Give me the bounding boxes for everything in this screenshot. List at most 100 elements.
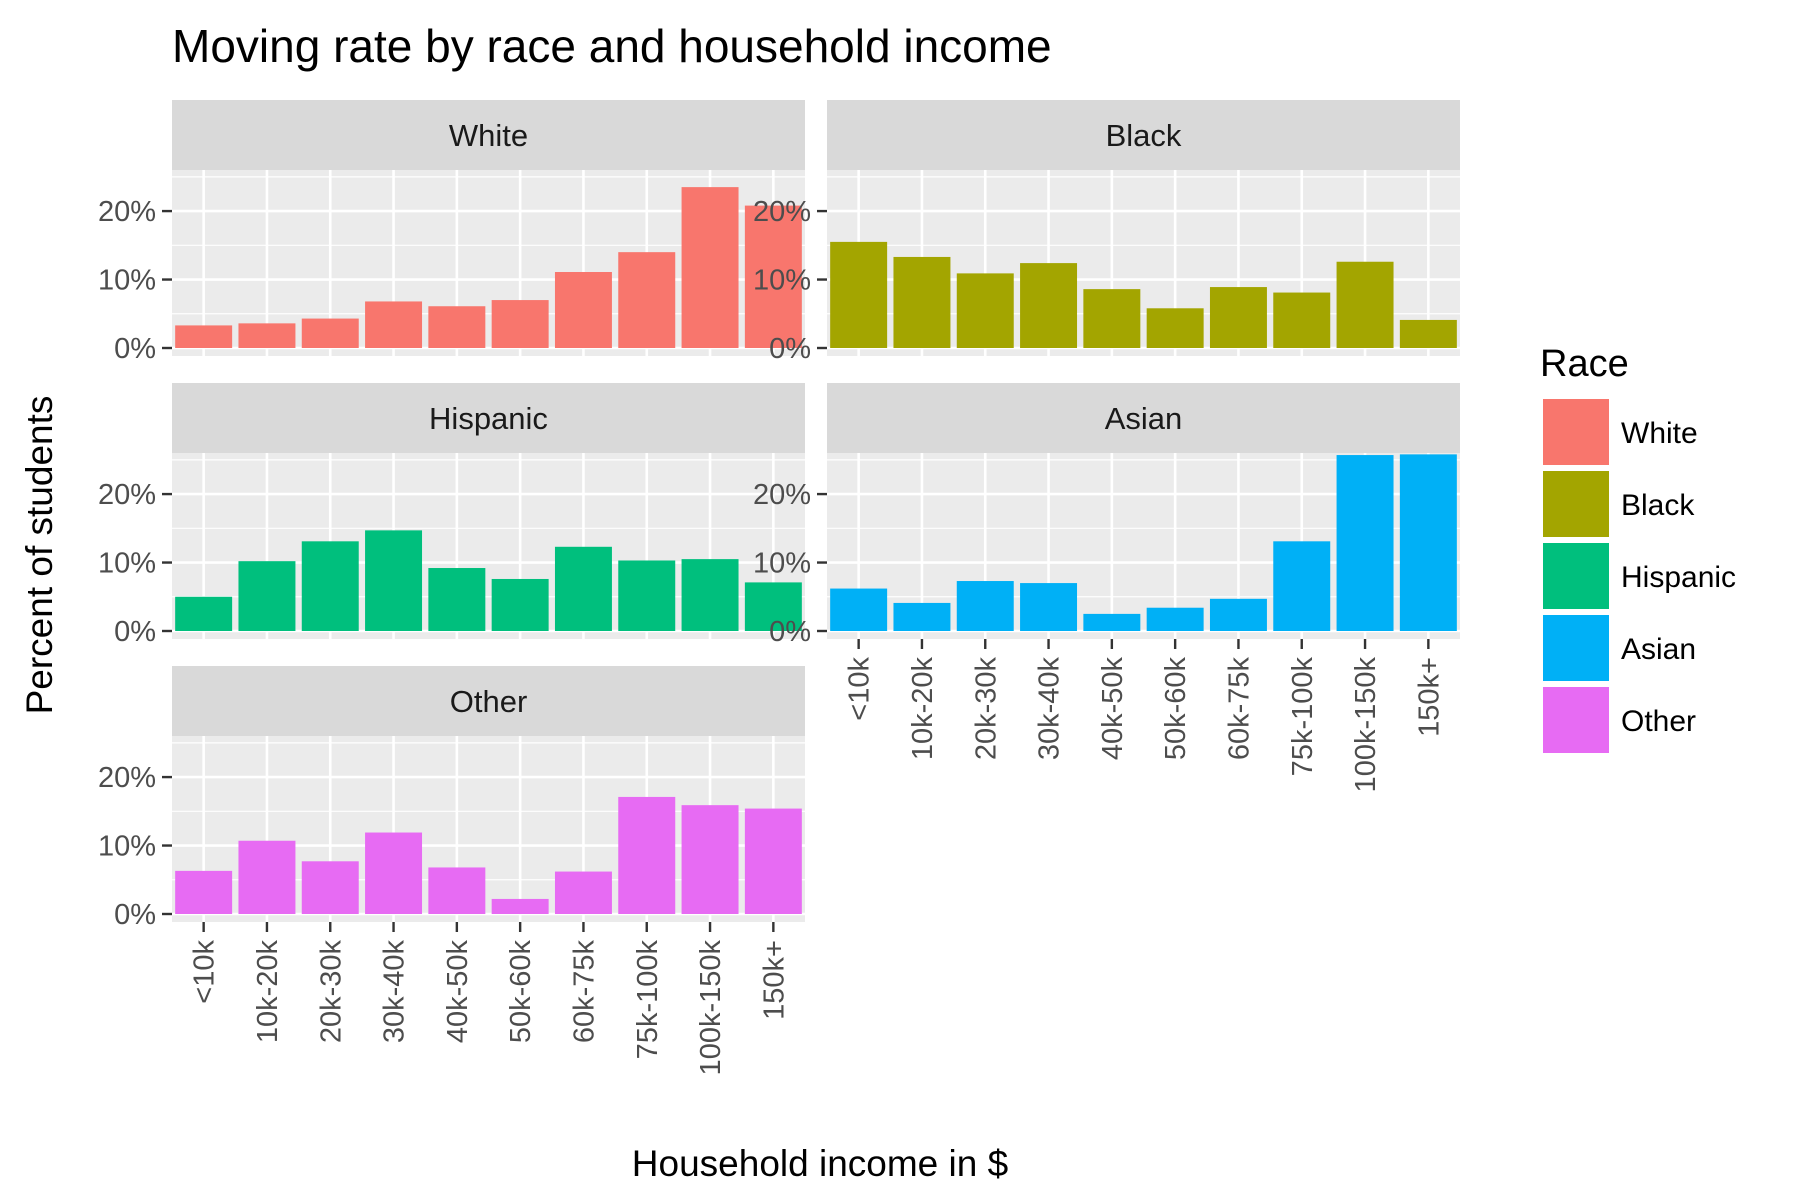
x-tick-label: 150k+ — [1413, 657, 1445, 737]
legend-key-other — [1543, 687, 1609, 753]
facet-strip-hispanic — [172, 383, 805, 453]
bar-other-30k-40k — [365, 832, 423, 914]
bar-other-40k-50k — [428, 867, 486, 914]
bar-other-10k — [175, 870, 233, 914]
bar-other-75k-100k — [618, 796, 676, 914]
legend-title: Race — [1540, 343, 1629, 385]
bar-hispanic-75k-100k — [618, 560, 676, 631]
x-axis-title: Household income in $ — [632, 1143, 1008, 1184]
bar-white-30k-40k — [365, 301, 423, 348]
facet-panels: White 0% 10% 20% Black 0% 10% 20% Hispanic 0% 10% 2… — [98, 100, 1460, 1075]
legend-label-white: White — [1621, 417, 1698, 450]
x-tick-label: 75k-100k — [632, 940, 664, 1060]
x-tick-label: 20k-30k — [315, 940, 347, 1044]
y-tick-label: 0% — [114, 333, 156, 365]
y-tick-label: 20% — [98, 479, 156, 511]
bar-hispanic-60k-75k — [554, 546, 612, 631]
bar-other-10k-20k — [238, 840, 296, 914]
x-tick-label: 30k-40k — [379, 940, 411, 1044]
panel-white: White 0% 10% 20% — [98, 100, 805, 365]
bar-white-40k-50k — [428, 306, 486, 348]
y-tick-label: 10% — [98, 548, 156, 580]
bar-other-150k — [744, 808, 802, 914]
bar-white-50k-60k — [491, 300, 549, 348]
bar-black-150k — [1399, 319, 1457, 348]
y-tick-label: 0% — [769, 616, 811, 648]
bar-other-50k-60k — [491, 898, 549, 914]
bar-white-60k-75k — [554, 272, 612, 348]
x-tick-label: 30k-40k — [1034, 657, 1066, 761]
facet-strip-asian — [827, 383, 1460, 453]
x-tick-label: 50k-60k — [505, 940, 537, 1044]
legend-label-hispanic: Hispanic — [1621, 561, 1736, 594]
bar-asian-100k-150k — [1336, 455, 1394, 631]
facet-strip-black — [827, 100, 1460, 170]
y-tick-label: 10% — [98, 265, 156, 297]
facet-strip-white — [172, 100, 805, 170]
bar-asian-10k-20k — [893, 602, 951, 631]
bar-asian-20k-30k — [956, 581, 1014, 631]
y-tick-label: 20% — [753, 196, 811, 228]
bar-white-20k-30k — [301, 318, 359, 348]
y-axis-title: Percent of students — [19, 396, 60, 715]
y-tick-label: 20% — [753, 479, 811, 511]
bar-white-100k-150k — [681, 187, 739, 348]
facet-label-white: White — [449, 118, 528, 153]
bar-other-20k-30k — [301, 861, 359, 914]
bar-black-60k-75k — [1209, 287, 1267, 348]
bar-black-100k-150k — [1336, 261, 1394, 348]
bar-hispanic-30k-40k — [365, 530, 423, 631]
y-tick-label: 20% — [98, 762, 156, 794]
bar-white-150k — [744, 205, 802, 348]
legend-label-asian: Asian — [1621, 633, 1696, 666]
bar-asian-150k — [1399, 454, 1457, 631]
bar-black-20k-30k — [956, 273, 1014, 348]
x-tick-label: 40k-50k — [442, 940, 474, 1044]
panel-black: Black 0% 10% 20% — [753, 100, 1460, 365]
legend-key-white — [1543, 399, 1609, 465]
bar-white-75k-100k — [618, 252, 676, 348]
legend-key-hispanic — [1543, 543, 1609, 609]
facet-label-hispanic: Hispanic — [429, 401, 548, 436]
x-tick-label: 100k-150k — [1350, 657, 1382, 793]
bar-hispanic-10k — [175, 596, 233, 631]
legend: Race White Black Hispanic Asian Other — [1540, 343, 1736, 753]
bar-black-10k — [830, 241, 888, 348]
x-tick-label: 150k+ — [758, 940, 790, 1020]
bar-hispanic-20k-30k — [301, 541, 359, 631]
facet-label-other: Other — [450, 684, 528, 719]
y-tick-label: 0% — [114, 899, 156, 931]
x-tick-label: 60k-75k — [568, 940, 600, 1044]
bar-hispanic-50k-60k — [491, 578, 549, 631]
bar-asian-40k-50k — [1083, 613, 1141, 631]
x-tick-label: 60k-75k — [1223, 657, 1255, 761]
legend-key-asian — [1543, 615, 1609, 681]
x-tick-label: 50k-60k — [1160, 657, 1192, 761]
bar-black-30k-40k — [1020, 263, 1078, 348]
y-tick-label: 10% — [753, 265, 811, 297]
legend-label-black: Black — [1621, 489, 1695, 522]
legend-label-other: Other — [1621, 705, 1696, 738]
bar-hispanic-100k-150k — [681, 559, 739, 631]
facet-label-asian: Asian — [1105, 401, 1183, 436]
y-tick-label: 0% — [114, 616, 156, 648]
x-tick-label: 10k-20k — [907, 657, 939, 761]
bar-hispanic-10k-20k — [238, 561, 296, 631]
bar-asian-75k-100k — [1273, 541, 1331, 631]
facet-label-black: Black — [1106, 118, 1182, 153]
bar-hispanic-150k — [744, 582, 802, 631]
bar-asian-50k-60k — [1146, 607, 1204, 631]
bar-other-60k-75k — [554, 871, 612, 914]
y-tick-label: 10% — [98, 831, 156, 863]
x-tick-label: 10k-20k — [252, 940, 284, 1044]
y-tick-label: 10% — [753, 548, 811, 580]
x-tick-label: <10k — [189, 940, 221, 1004]
x-tick-label: 100k-150k — [695, 940, 727, 1076]
bar-asian-60k-75k — [1209, 598, 1267, 631]
bar-hispanic-40k-50k — [428, 568, 486, 631]
panel-other: Other 0% 10% 20% <10k 10k-20k 20k-30k 30k-40k 40… — [98, 666, 805, 1075]
y-tick-label: 20% — [98, 196, 156, 228]
legend-key-black — [1543, 471, 1609, 537]
bar-white-10k-20k — [238, 323, 296, 348]
